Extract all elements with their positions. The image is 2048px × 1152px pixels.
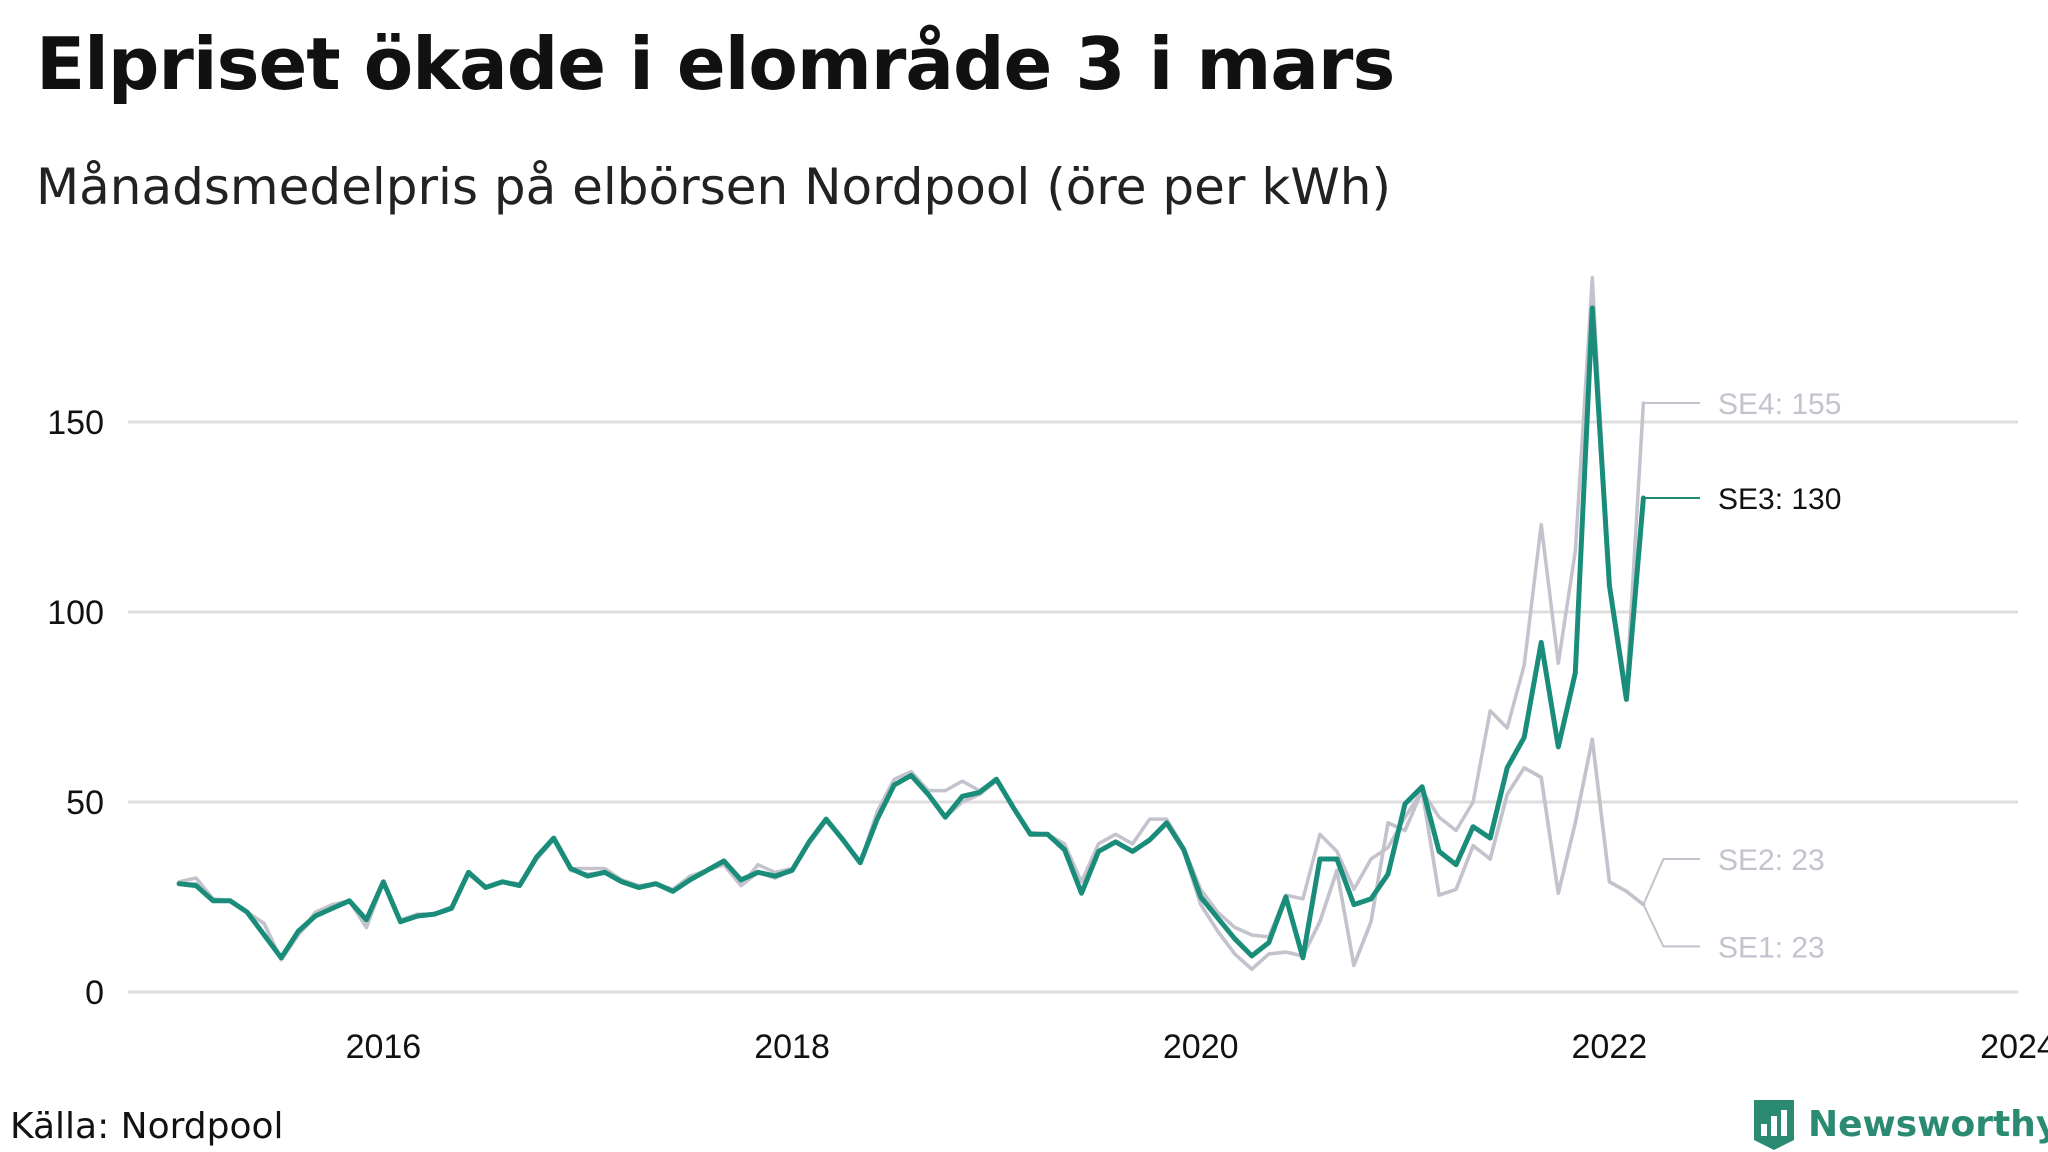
x-tick-label-2020: 2020 xyxy=(1163,1028,1239,1066)
chart-subtitle: Månadsmedelpris på elbörsen Nordpool (ör… xyxy=(36,158,1391,216)
series-line-se4 xyxy=(177,275,1646,962)
end-label-se2: SE2: 23 xyxy=(1718,844,1825,877)
x-tick-label-2018: 2018 xyxy=(754,1028,830,1066)
brand-logo: Newsworthy xyxy=(1750,1096,2048,1152)
label-leader-se1 xyxy=(1642,904,1700,948)
end-label-se3: SE3: 130 xyxy=(1718,483,1841,516)
x-tick-label-2016: 2016 xyxy=(346,1028,422,1066)
end-label-se1: SE1: 23 xyxy=(1718,931,1825,964)
chart-title: Elpriset ökade i elområde 3 i mars xyxy=(36,22,1395,106)
y-tick-label-150: 150 xyxy=(47,404,104,442)
newsworthy-logo-icon xyxy=(1754,1100,1794,1150)
x-tick-label-2022: 2022 xyxy=(1572,1028,1648,1066)
end-label-se4: SE4: 155 xyxy=(1718,388,1841,421)
y-tick-label-100: 100 xyxy=(47,594,104,632)
brand-name: Newsworthy xyxy=(1808,1103,2048,1145)
label-leader-se2 xyxy=(1642,858,1700,906)
series-line-se3 xyxy=(176,305,1646,961)
y-tick-label-0: 0 xyxy=(85,974,104,1012)
y-tick-label-50: 50 xyxy=(66,784,104,822)
x-tick-label-2024: 2024 xyxy=(1980,1028,2048,1066)
source-note: Källa: Nordpool xyxy=(10,1106,284,1147)
